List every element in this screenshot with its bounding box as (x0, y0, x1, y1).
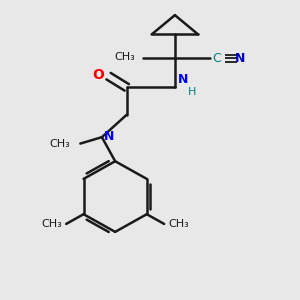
Text: N: N (235, 52, 246, 65)
Text: CH₃: CH₃ (41, 219, 62, 229)
Text: N: N (178, 73, 188, 86)
Text: O: O (93, 68, 104, 82)
Text: CH₃: CH₃ (114, 52, 135, 62)
Text: CH₃: CH₃ (50, 139, 70, 148)
Text: C: C (213, 52, 221, 65)
Text: H: H (188, 87, 196, 97)
Text: CH₃: CH₃ (168, 219, 189, 229)
Text: N: N (103, 130, 114, 143)
